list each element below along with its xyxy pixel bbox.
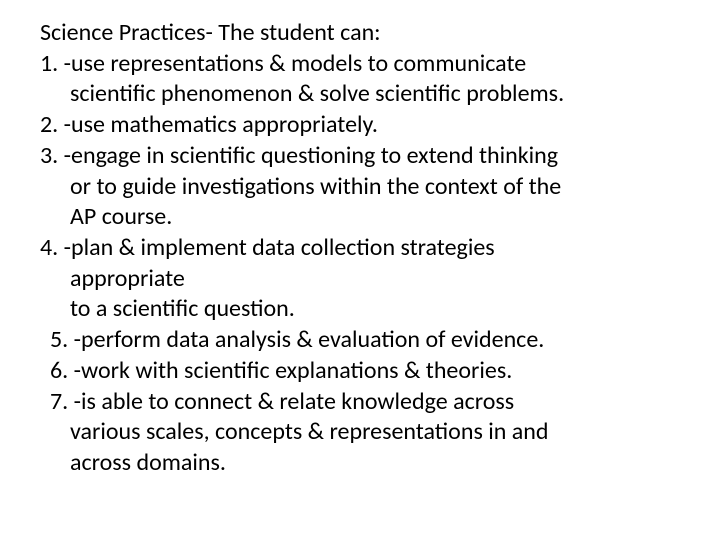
list-item-5: 5. -perform data analysis & evaluation o… <box>40 325 680 356</box>
item-continuation: across domains. <box>40 448 680 479</box>
list-item-2: 2. -use mathematics appropriately. <box>40 110 680 141</box>
item-continuation: appropriate <box>40 264 680 295</box>
slide-content: Science Practices- The student can: 1. -… <box>40 18 680 479</box>
item-text: -use mathematics appropriately. <box>64 110 378 139</box>
item-continuation: or to guide investigations within the co… <box>40 172 680 203</box>
item-number: 7. <box>50 387 68 416</box>
item-number: 2. <box>40 110 58 139</box>
item-number: 6. <box>50 356 68 385</box>
item-text: -use representations & models to communi… <box>64 49 527 78</box>
list-item-1: 1. -use representations & models to comm… <box>40 49 680 80</box>
item-number: 4. <box>40 233 58 262</box>
item-number: 1. <box>40 49 58 78</box>
item-continuation: scientific phenomenon & solve scientific… <box>40 79 680 110</box>
item-text: -engage in scientific questioning to ext… <box>64 141 558 170</box>
item-text: -perform data analysis & evaluation of e… <box>74 325 545 354</box>
list-item-7: 7. -is able to connect & relate knowledg… <box>40 387 680 418</box>
list-item-4: 4. -plan & implement data collection str… <box>40 233 680 264</box>
list: 1. -use representations & models to comm… <box>40 49 680 479</box>
title: Science Practices- The student can: <box>40 18 680 49</box>
item-continuation: to a scientific question. <box>40 294 680 325</box>
item-number: 5. <box>50 325 68 354</box>
item-text: -plan & implement data collection strate… <box>64 233 495 262</box>
list-item-6: 6. -work with scientific explanations & … <box>40 356 680 387</box>
item-continuation: AP course. <box>40 202 680 233</box>
item-continuation: various scales, concepts & representatio… <box>40 417 680 448</box>
item-text: -work with scientific explanations & the… <box>74 356 513 385</box>
item-text: -is able to connect & relate knowledge a… <box>74 387 514 416</box>
list-item-3: 3. -engage in scientific questioning to … <box>40 141 680 172</box>
item-number: 3. <box>40 141 58 170</box>
